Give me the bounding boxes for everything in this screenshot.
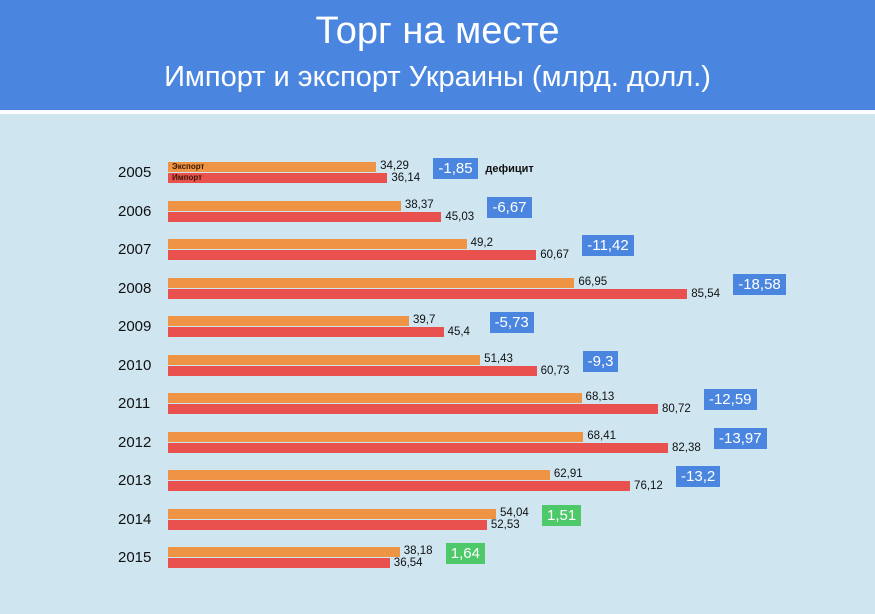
export-value-label: 38,18 xyxy=(403,545,433,557)
year-label: 2008 xyxy=(118,279,152,297)
export-bar xyxy=(168,470,550,480)
year-label: 2014 xyxy=(118,510,152,528)
deficit-badge: -12,59 xyxy=(703,389,757,410)
import-bar xyxy=(168,558,390,568)
export-value-label: 68,41 xyxy=(587,429,617,442)
import-value-label: 36,54 xyxy=(393,557,423,569)
import-value-label: 82,38 xyxy=(672,441,701,454)
import-bar xyxy=(168,327,444,337)
import-value-label: 80,72 xyxy=(661,403,691,415)
chart-title: Торг на месте xyxy=(315,10,560,52)
legend-export-label: Экспорт xyxy=(172,162,205,171)
export-value-label: 54,04 xyxy=(500,506,529,519)
export-bar xyxy=(168,239,467,249)
year-label: 2012 xyxy=(118,433,152,451)
export-bar xyxy=(168,354,481,365)
export-bar xyxy=(168,508,497,519)
import-value-label: 36,14 xyxy=(391,172,421,184)
export-value-label: 38,37 xyxy=(404,198,434,211)
export-bar xyxy=(168,162,377,172)
header-banner: Торг на месте Импорт и экспорт Украины (… xyxy=(0,0,875,110)
year-label: 2010 xyxy=(118,356,152,374)
header-divider xyxy=(0,110,875,114)
export-value-label: 51,43 xyxy=(484,352,513,365)
export-value-label: 68,13 xyxy=(585,391,615,403)
import-bar xyxy=(168,288,688,299)
import-value-label: 60,67 xyxy=(540,249,570,261)
import-value-label: 52,53 xyxy=(490,518,520,531)
deficit-badge: -13,2 xyxy=(676,466,721,487)
export-value-label: 34,29 xyxy=(380,160,409,172)
export-bar xyxy=(168,431,584,442)
export-bar xyxy=(168,393,582,403)
chart-subtitle: Импорт и экспорт Украины (млрд. долл.) xyxy=(164,61,711,93)
trade-bar-chart: 2005 34,29 36,14 -1,85 Экспорт Импорт дефицит 2… xyxy=(0,114,875,614)
export-value-label: 39,7 xyxy=(412,314,436,326)
surplus-badge: 1,64 xyxy=(445,543,485,564)
import-bar xyxy=(168,519,487,530)
import-value-label: 60,73 xyxy=(540,364,570,377)
deficit-badge: -9,3 xyxy=(582,350,619,372)
export-value-label: 66,95 xyxy=(578,275,608,288)
import-bar xyxy=(168,173,388,183)
import-bar xyxy=(168,211,442,222)
deficit-annotation: дефицит xyxy=(485,163,534,175)
export-value-label: 49,2 xyxy=(470,237,494,249)
import-value-label: 45,4 xyxy=(447,326,470,338)
year-label: 2007 xyxy=(118,241,152,258)
year-label: 2013 xyxy=(118,472,152,489)
deficit-badge: -13,97 xyxy=(714,427,767,449)
import-value-label: 76,12 xyxy=(634,480,663,492)
year-label: 2005 xyxy=(118,164,152,181)
deficit-badge: -11,42 xyxy=(582,235,634,256)
import-bar xyxy=(168,404,658,414)
deficit-badge: -5,73 xyxy=(489,312,534,333)
import-value-label: 45,03 xyxy=(445,210,475,223)
export-bar xyxy=(168,200,401,211)
import-bar xyxy=(168,481,631,491)
import-value-label: 85,54 xyxy=(691,287,720,300)
year-label: 2006 xyxy=(118,202,152,220)
year-label: 2009 xyxy=(118,318,152,335)
export-bar xyxy=(168,547,400,557)
import-bar xyxy=(168,250,537,260)
surplus-badge: 1,51 xyxy=(542,504,582,526)
legend-import-label: Импорт xyxy=(172,173,203,182)
import-bar xyxy=(168,442,669,453)
deficit-badge: -6,67 xyxy=(487,196,532,218)
import-bar xyxy=(168,365,537,376)
year-label: 2011 xyxy=(118,395,151,412)
year-label: 2015 xyxy=(118,549,152,566)
export-bar xyxy=(168,316,409,326)
deficit-badge: -18,58 xyxy=(733,273,786,295)
export-bar xyxy=(168,277,575,288)
deficit-badge: -1,85 xyxy=(433,158,478,179)
export-value-label: 62,91 xyxy=(553,468,583,480)
